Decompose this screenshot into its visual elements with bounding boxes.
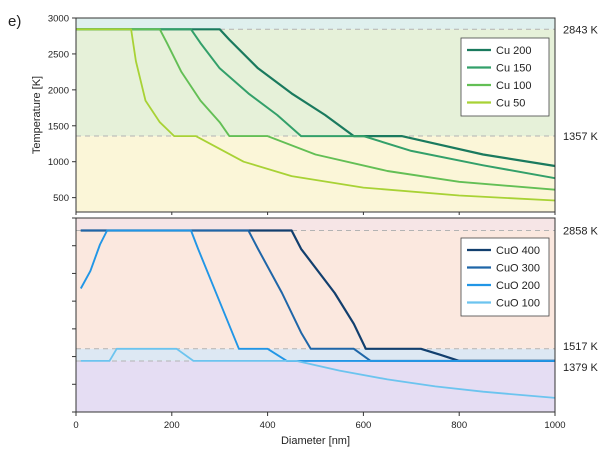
plot-frame: [75, 17, 556, 213]
bottom-chart-panel: 2858 K 1517 K 1379 K 0 200 400 600 800 1000 Diame…: [72, 217, 599, 447]
x-tick-label: 0: [73, 420, 78, 431]
legend-label: CuO 300: [496, 263, 540, 275]
series-line-cu-50: [76, 28, 556, 202]
y-tick-label: 1000: [48, 157, 69, 168]
legend-label: Cu 100: [496, 80, 531, 92]
series-line-cu-200: [76, 28, 556, 168]
y-tick-label: 3000: [48, 14, 69, 25]
y-axis-title: Temperature [K]: [31, 76, 43, 154]
series-line-cu-150: [76, 28, 556, 180]
x-tick-label: 800: [451, 420, 467, 431]
y-tick-label: 500: [53, 193, 69, 204]
reference-line-label: 1357 K: [563, 131, 599, 143]
panel-letter: e): [8, 13, 21, 30]
plot-frame: [75, 217, 556, 413]
background-band-2: [76, 348, 555, 361]
legend-label: Cu 150: [496, 63, 531, 75]
reference-line-label: 1517 K: [563, 341, 599, 353]
x-tick-label: 200: [164, 420, 180, 431]
series-line-cuo-300: [80, 229, 555, 362]
x-axis-title: Diameter [nm]: [281, 435, 350, 447]
background-band-3: [76, 360, 555, 412]
series-line-cuo-200: [79, 229, 555, 362]
series-line-cuo-100: [80, 347, 556, 399]
series-line-cuo-400: [80, 229, 555, 362]
reference-line-label: 2858 K: [563, 226, 599, 238]
series-line-cu-100: [76, 28, 556, 191]
top-chart-panel: 2843 K 1357 K 500 1000 1500 2000 2500 3000 Tempe…: [31, 14, 599, 215]
y-tick-label: 1500: [48, 121, 69, 132]
y-tick-label: 2500: [48, 49, 69, 60]
legend-label: Cu 200: [496, 45, 531, 57]
legend-label: CuO 400: [496, 245, 540, 257]
background-band-0: [76, 18, 555, 30]
reference-line-label: 2843 K: [563, 24, 599, 36]
reference-line-label: 1379 K: [563, 362, 599, 374]
legend-label: CuO 100: [496, 298, 540, 310]
legend-label: CuO 200: [496, 280, 540, 292]
x-tick-label: 1000: [544, 420, 565, 431]
y-tick-label: 2000: [48, 85, 69, 96]
background-band-2: [76, 136, 555, 212]
x-tick-label: 600: [355, 420, 371, 431]
background-band-0: [76, 218, 555, 231]
x-tick-label: 400: [260, 420, 276, 431]
legend-label: Cu 50: [496, 98, 525, 110]
